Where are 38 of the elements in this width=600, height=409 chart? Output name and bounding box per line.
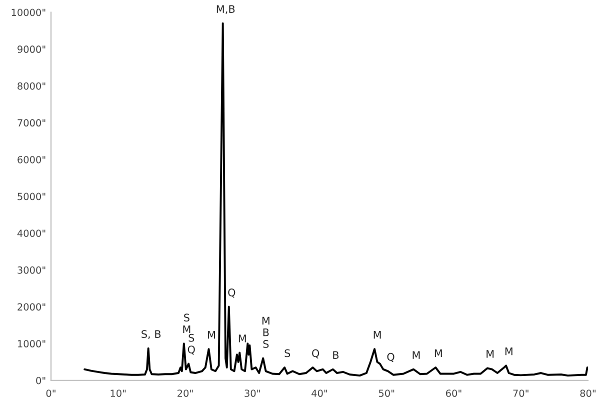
y-tick-label: 4000" bbox=[17, 230, 46, 237]
annotation: Q bbox=[228, 288, 236, 298]
x-tick-label: 20" bbox=[178, 390, 193, 397]
annotation: M bbox=[412, 351, 420, 359]
annotation: B bbox=[333, 351, 339, 359]
x-tick-label: 10" bbox=[110, 390, 126, 397]
annotation: M bbox=[505, 348, 512, 356]
y-tick-label: 10000" bbox=[12, 8, 46, 16]
y-tick-label: 9000" bbox=[18, 46, 46, 53]
annotation: M,B bbox=[216, 5, 235, 14]
annotation: S, B bbox=[142, 330, 161, 340]
y-tick-label: 8000" bbox=[18, 82, 46, 90]
annotation: M bbox=[208, 330, 215, 339]
annotation: S M bbox=[183, 314, 190, 334]
annotation: M B S bbox=[262, 316, 270, 348]
x-tick-label: 0" bbox=[46, 390, 56, 397]
annotation: M bbox=[434, 349, 442, 357]
y-tick-label: 6000" bbox=[18, 156, 46, 164]
annotation: M bbox=[374, 330, 381, 339]
annotation: M bbox=[486, 350, 494, 358]
x-tick-label: 50" bbox=[378, 390, 394, 397]
y-tick-label: 7000" bbox=[18, 119, 46, 127]
annotation: Q bbox=[387, 352, 394, 362]
y-tick-label: 5000" bbox=[18, 192, 46, 200]
x-tick-label: 40" bbox=[312, 390, 327, 397]
annotation: Q bbox=[312, 349, 320, 358]
x-tick-label: 70" bbox=[513, 390, 528, 397]
annotation: S Q bbox=[188, 334, 195, 355]
y-tick-label: 0" bbox=[36, 376, 46, 384]
line-series bbox=[84, 22, 588, 377]
y-tick-label: 1000" bbox=[18, 340, 46, 348]
x-tick-label: 30" bbox=[244, 390, 260, 397]
y-tick-label: 3000" bbox=[18, 266, 46, 274]
annotation: S bbox=[284, 349, 290, 358]
y-tick-label: 2000" bbox=[18, 303, 46, 311]
annotation: M bbox=[238, 334, 246, 342]
x-tick-label: 80" bbox=[580, 390, 596, 397]
x-tick-label: 60" bbox=[446, 390, 462, 397]
